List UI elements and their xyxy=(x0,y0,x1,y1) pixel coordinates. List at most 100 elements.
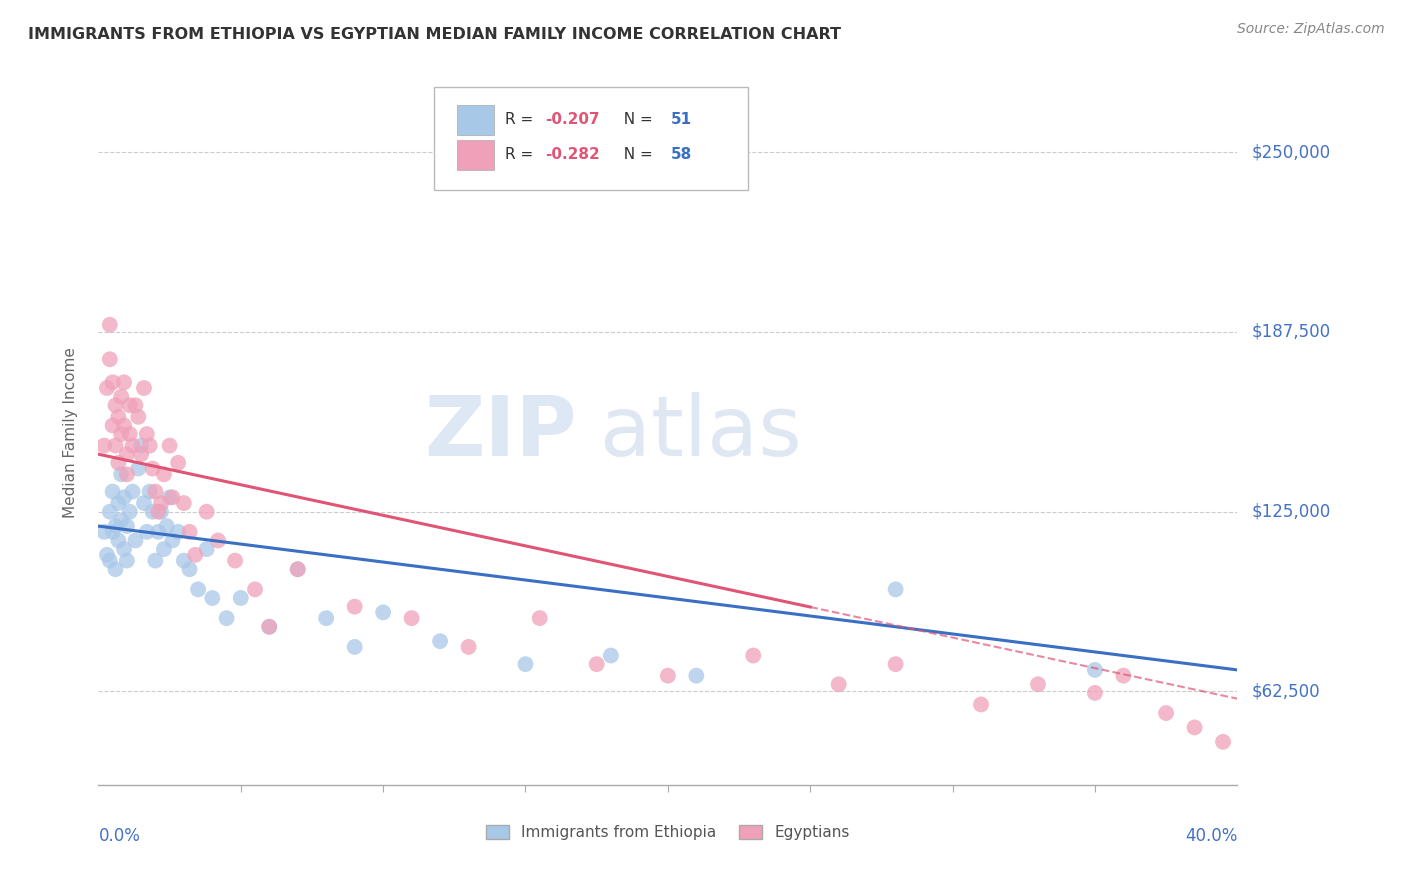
Point xyxy=(159,439,181,453)
Point xyxy=(184,548,207,562)
Point xyxy=(1212,735,1234,749)
Point xyxy=(150,496,173,510)
Point xyxy=(259,620,281,634)
Point xyxy=(101,484,124,499)
Point xyxy=(115,467,138,482)
Point xyxy=(970,698,993,712)
Bar xyxy=(457,105,494,135)
Point xyxy=(135,524,157,539)
Point xyxy=(135,427,157,442)
Point xyxy=(107,496,129,510)
Text: Source: ZipAtlas.com: Source: ZipAtlas.com xyxy=(1237,22,1385,37)
Point xyxy=(121,484,143,499)
Point xyxy=(401,611,423,625)
Point xyxy=(104,439,127,453)
Point xyxy=(243,582,266,597)
Text: 40.0%: 40.0% xyxy=(1185,827,1237,846)
Text: atlas: atlas xyxy=(599,392,801,473)
Point xyxy=(98,505,121,519)
Point xyxy=(179,524,201,539)
Point xyxy=(110,390,132,404)
Text: $250,000: $250,000 xyxy=(1251,144,1330,161)
Point xyxy=(884,582,907,597)
Point xyxy=(1084,686,1107,700)
Point xyxy=(101,418,124,433)
Point xyxy=(115,553,138,567)
Point xyxy=(153,542,176,557)
Point xyxy=(110,427,132,442)
Point xyxy=(104,398,127,412)
Point xyxy=(98,352,121,367)
Point xyxy=(150,505,173,519)
Point xyxy=(115,519,138,533)
Point xyxy=(110,467,132,482)
Text: -0.207: -0.207 xyxy=(546,112,599,128)
Point xyxy=(110,513,132,527)
Point xyxy=(657,668,679,682)
Text: R =: R = xyxy=(505,112,538,128)
Point xyxy=(124,533,146,548)
Point xyxy=(162,533,184,548)
Point xyxy=(112,491,135,505)
Text: 58: 58 xyxy=(671,147,693,162)
Point xyxy=(343,640,366,654)
Point xyxy=(457,640,479,654)
Point xyxy=(600,648,623,663)
Point xyxy=(129,447,152,461)
Point xyxy=(138,439,160,453)
Point xyxy=(107,456,129,470)
Point xyxy=(112,418,135,433)
Point xyxy=(107,533,129,548)
Point xyxy=(127,409,149,424)
Text: $62,500: $62,500 xyxy=(1251,682,1320,700)
Point xyxy=(159,491,181,505)
Point xyxy=(315,611,337,625)
Point xyxy=(156,519,179,533)
Point xyxy=(259,620,281,634)
Text: $187,500: $187,500 xyxy=(1251,323,1330,341)
Point xyxy=(173,496,195,510)
Point xyxy=(343,599,366,614)
Point xyxy=(195,542,218,557)
Point xyxy=(145,484,167,499)
Point xyxy=(118,398,141,412)
Point xyxy=(104,562,127,576)
Point xyxy=(145,553,167,567)
Point xyxy=(129,439,152,453)
Point xyxy=(884,657,907,672)
Point xyxy=(229,591,252,605)
Text: 51: 51 xyxy=(671,112,692,128)
Point xyxy=(167,524,190,539)
Point xyxy=(167,456,190,470)
Point xyxy=(107,409,129,424)
Point xyxy=(685,668,707,682)
Point xyxy=(742,648,765,663)
Point xyxy=(112,542,135,557)
Point xyxy=(93,524,115,539)
Point xyxy=(529,611,551,625)
Point xyxy=(98,553,121,567)
Point xyxy=(132,381,155,395)
Point xyxy=(127,461,149,475)
Point xyxy=(215,611,238,625)
Text: ZIP: ZIP xyxy=(425,392,576,473)
Point xyxy=(141,461,163,475)
Text: N =: N = xyxy=(614,147,658,162)
Point xyxy=(118,427,141,442)
Text: $125,000: $125,000 xyxy=(1251,503,1330,521)
Text: IMMIGRANTS FROM ETHIOPIA VS EGYPTIAN MEDIAN FAMILY INCOME CORRELATION CHART: IMMIGRANTS FROM ETHIOPIA VS EGYPTIAN MED… xyxy=(28,27,841,42)
Point xyxy=(187,582,209,597)
Point xyxy=(101,376,124,390)
Point xyxy=(207,533,229,548)
Point xyxy=(96,381,118,395)
Point xyxy=(141,505,163,519)
Point xyxy=(148,524,170,539)
Point xyxy=(173,553,195,567)
Point xyxy=(201,591,224,605)
Point xyxy=(101,524,124,539)
Point xyxy=(118,505,141,519)
Point xyxy=(121,439,143,453)
Point xyxy=(1084,663,1107,677)
Point xyxy=(1184,721,1206,735)
Point xyxy=(112,376,135,390)
